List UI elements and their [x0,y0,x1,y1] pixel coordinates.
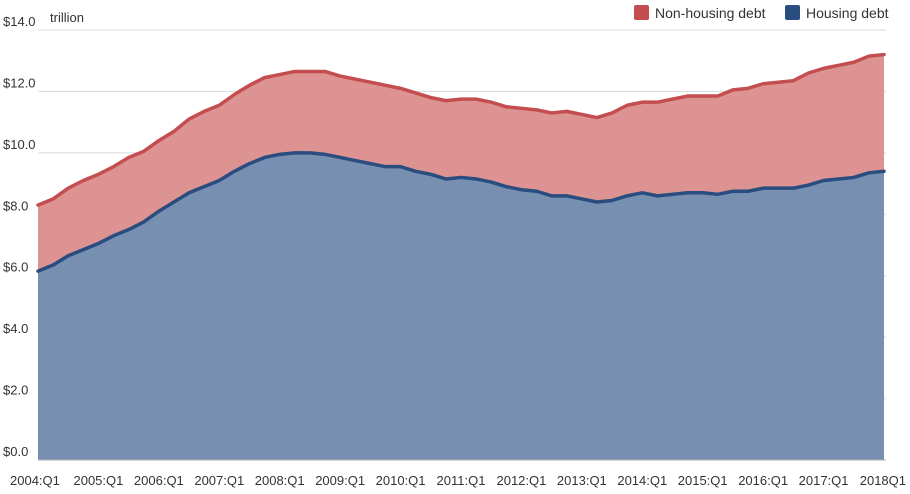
line-non-housing-debt-total [36,52,886,207]
y-tick-label: $10.0 [3,137,36,152]
y-tick-label: $6.0 [3,260,28,275]
series-lines [36,52,886,273]
x-tick-label: 2006:Q1 [134,473,184,488]
x-tick-label: 2008:Q1 [255,473,305,488]
x-tick-label: 2014:Q1 [617,473,667,488]
y-tick-label: $4.0 [3,321,28,336]
x-tick-label: 2015:Q1 [678,473,728,488]
x-tick-label: 2016:Q1 [738,473,788,488]
y-tick-label: $2.0 [3,383,28,398]
x-axis-tick-labels: 2004:Q1 2005:Q1 2006:Q1 2007:Q1 2008:Q1 2009:… [10,473,906,488]
area-non-housing-debt [38,54,884,272]
legend-swatch-non-housing-debt [634,5,649,20]
legend-swatch-housing-debt [785,5,800,20]
x-tick-label: 2018Q1 [860,473,906,488]
legend-label-housing-debt: Housing debt [806,5,889,21]
x-tick-label: 2007:Q1 [194,473,244,488]
stacked-areas [38,54,884,460]
legend: Non-housing debt Housing debt [634,5,889,21]
area-housing-debt [38,152,884,460]
x-tick-label: 2005:Q1 [73,473,123,488]
y-tick-label: $12.0 [3,75,36,90]
x-tick-label: 2013:Q1 [557,473,607,488]
x-tick-label: 2017:Q1 [799,473,849,488]
legend-label-non-housing-debt: Non-housing debt [655,5,766,21]
y-tick-label: $14.0 [3,14,36,29]
x-tick-label: 2009:Q1 [315,473,365,488]
y-axis-unit-label: trillion [50,10,84,25]
y-tick-label: $0.0 [3,444,28,459]
y-tick-label: $8.0 [3,198,28,213]
line-housing-debt [36,151,886,273]
x-tick-label: 2012:Q1 [496,473,546,488]
x-tick-label: 2010:Q1 [376,473,426,488]
x-tick-label: 2004:Q1 [10,473,60,488]
y-axis-tick-labels: $0.0 $2.0 $4.0 $6.0 $8.0 $10.0 $12.0 $14.0 [3,14,36,459]
x-tick-label: 2011:Q1 [437,473,486,488]
